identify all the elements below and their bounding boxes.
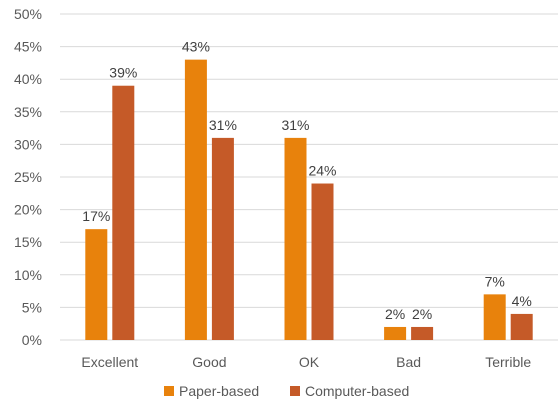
- grid-layer: [60, 13, 558, 341]
- y-tick-label: 25%: [14, 169, 42, 185]
- y-tick-label: 10%: [14, 267, 42, 283]
- bar-computer-based-bad: [411, 326, 434, 340]
- data-label: 2%: [385, 306, 405, 322]
- data-label: 2%: [412, 306, 432, 322]
- data-label: 31%: [281, 117, 309, 133]
- data-label: 31%: [209, 117, 237, 133]
- y-tick-label: 0%: [22, 332, 42, 348]
- bar-computer-based-good: [211, 137, 234, 340]
- x-category-label: Excellent: [81, 354, 138, 370]
- legend: Paper-based Computer-based: [164, 383, 409, 399]
- x-category-label: Terrible: [485, 354, 531, 370]
- data-label: 39%: [109, 65, 137, 81]
- y-tick-label: 50%: [14, 6, 42, 22]
- y-tick-label: 45%: [14, 39, 42, 55]
- bar-computer-based-ok: [311, 183, 334, 340]
- bar-paper-based-ok: [284, 137, 307, 340]
- legend-label: Paper-based: [179, 383, 259, 399]
- y-tick-label: 20%: [14, 202, 42, 218]
- y-tick-label: 15%: [14, 234, 42, 250]
- data-label: 24%: [308, 163, 336, 179]
- legend-swatch: [164, 386, 174, 396]
- legend-swatch: [290, 386, 300, 396]
- x-category-label: Bad: [396, 354, 421, 370]
- bar-paper-based-good: [184, 59, 207, 340]
- bar-computer-based-terrible: [510, 313, 533, 340]
- y-tick-label: 35%: [14, 104, 42, 120]
- x-category-label: Good: [192, 354, 226, 370]
- y-tick-label: 5%: [22, 299, 42, 315]
- data-label: 7%: [485, 273, 505, 289]
- data-label: 43%: [182, 39, 210, 55]
- bar-paper-based-excellent: [85, 229, 108, 340]
- bar-paper-based-terrible: [483, 294, 506, 340]
- bar-computer-based-excellent: [112, 85, 135, 340]
- y-axis-ticks: 0% 5% 10% 15% 20% 25% 30% 35% 40% 45% 50%: [14, 6, 42, 348]
- data-label: 17%: [82, 208, 110, 224]
- y-tick-label: 30%: [14, 136, 42, 152]
- bar-paper-based-bad: [384, 326, 407, 340]
- bars-layer: [85, 59, 533, 340]
- legend-label: Computer-based: [305, 383, 409, 399]
- x-category-label: OK: [299, 354, 320, 370]
- data-labels-layer: 17% 39% 43% 31% 31% 24% 2% 2% 7% 4%: [82, 39, 532, 322]
- x-axis-categories: Excellent Good OK Bad Terrible: [81, 354, 531, 370]
- y-tick-label: 40%: [14, 71, 42, 87]
- data-label: 4%: [512, 293, 532, 309]
